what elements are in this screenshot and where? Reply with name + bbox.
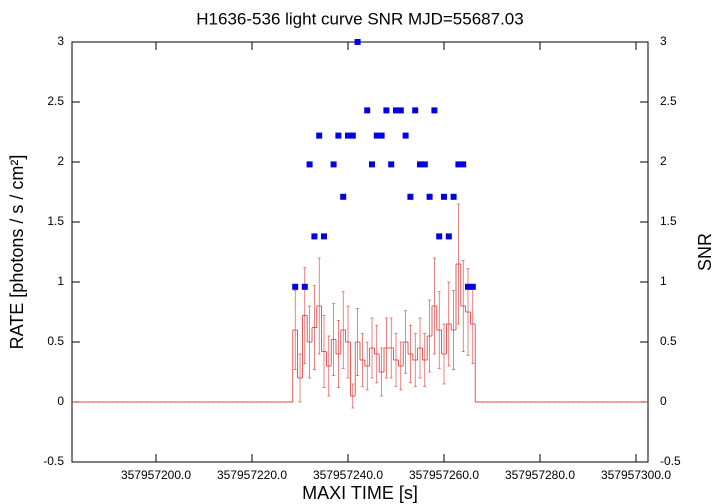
snr-point <box>335 132 342 139</box>
snr-point <box>436 233 443 240</box>
snr-point <box>330 161 337 168</box>
snr-point <box>397 107 404 114</box>
snr-point <box>354 39 361 45</box>
y2-tick-label: 0.5 <box>660 334 677 348</box>
snr-point <box>465 283 471 290</box>
y2-tick-label: 2.5 <box>660 94 677 108</box>
y-tick-label: 3 <box>57 34 64 48</box>
y2-tick-label: -0.5 <box>660 454 681 468</box>
snr-point <box>311 233 318 240</box>
snr-point <box>316 132 323 139</box>
y-tick-label: 2.5 <box>47 94 64 108</box>
snr-point <box>321 233 327 240</box>
snr-point <box>364 107 371 114</box>
y-tick-label: 0 <box>57 394 64 408</box>
snr-point <box>378 132 385 139</box>
y-tick-label: -0.5 <box>43 454 64 468</box>
snr-point <box>417 161 423 168</box>
snr-point <box>431 107 438 114</box>
y2-axis-label: SNR <box>695 233 715 271</box>
snr-point <box>421 161 428 168</box>
snr-point <box>306 161 313 168</box>
y-axis-label: RATE [photons / s / cm²] <box>7 155 27 350</box>
snr-point <box>469 283 476 290</box>
snr-point <box>292 283 299 290</box>
x-tick-label: 357957200.0 <box>121 468 191 482</box>
snr-point <box>450 193 457 200</box>
snr-point <box>345 132 351 139</box>
y2-tick-label: 0 <box>660 394 667 408</box>
x-tick-label: 357957300.0 <box>601 468 671 482</box>
snr-point <box>412 107 419 114</box>
y-tick-label: 2 <box>57 154 64 168</box>
x-axis-label: MAXI TIME [s] <box>302 483 418 503</box>
x-tick-label: 357957280.0 <box>505 468 575 482</box>
y-tick-label: 1.5 <box>47 214 64 228</box>
y2-tick-label: 3 <box>660 34 667 48</box>
y2-tick-label: 1.5 <box>660 214 677 228</box>
y2-tick-label: 2 <box>660 154 667 168</box>
plot-frame <box>71 41 649 463</box>
y2-tick-label: 1 <box>660 274 667 288</box>
snr-point <box>407 193 414 200</box>
snr-point <box>441 193 447 200</box>
x-tick-label: 357957240.0 <box>313 468 383 482</box>
snr-point <box>455 161 462 168</box>
chart-title: H1636-536 light curve SNR MJD=55687.03 <box>196 9 523 28</box>
snr-point <box>393 107 399 114</box>
snr-point <box>426 193 433 200</box>
snr-point <box>373 132 380 139</box>
y-tick-label: 1 <box>57 274 64 288</box>
snr-point <box>369 161 375 168</box>
snr-point <box>388 161 395 168</box>
snr-point <box>445 233 452 240</box>
snr-point <box>460 161 467 168</box>
snr-point <box>402 132 409 139</box>
snr-point <box>383 107 390 114</box>
snr-point <box>340 193 347 200</box>
snr-point <box>301 283 308 290</box>
x-tick-label: 357957260.0 <box>409 468 479 482</box>
x-tick-label: 357957220.0 <box>217 468 287 482</box>
y-tick-label: 0.5 <box>47 334 64 348</box>
snr-point <box>349 132 356 139</box>
